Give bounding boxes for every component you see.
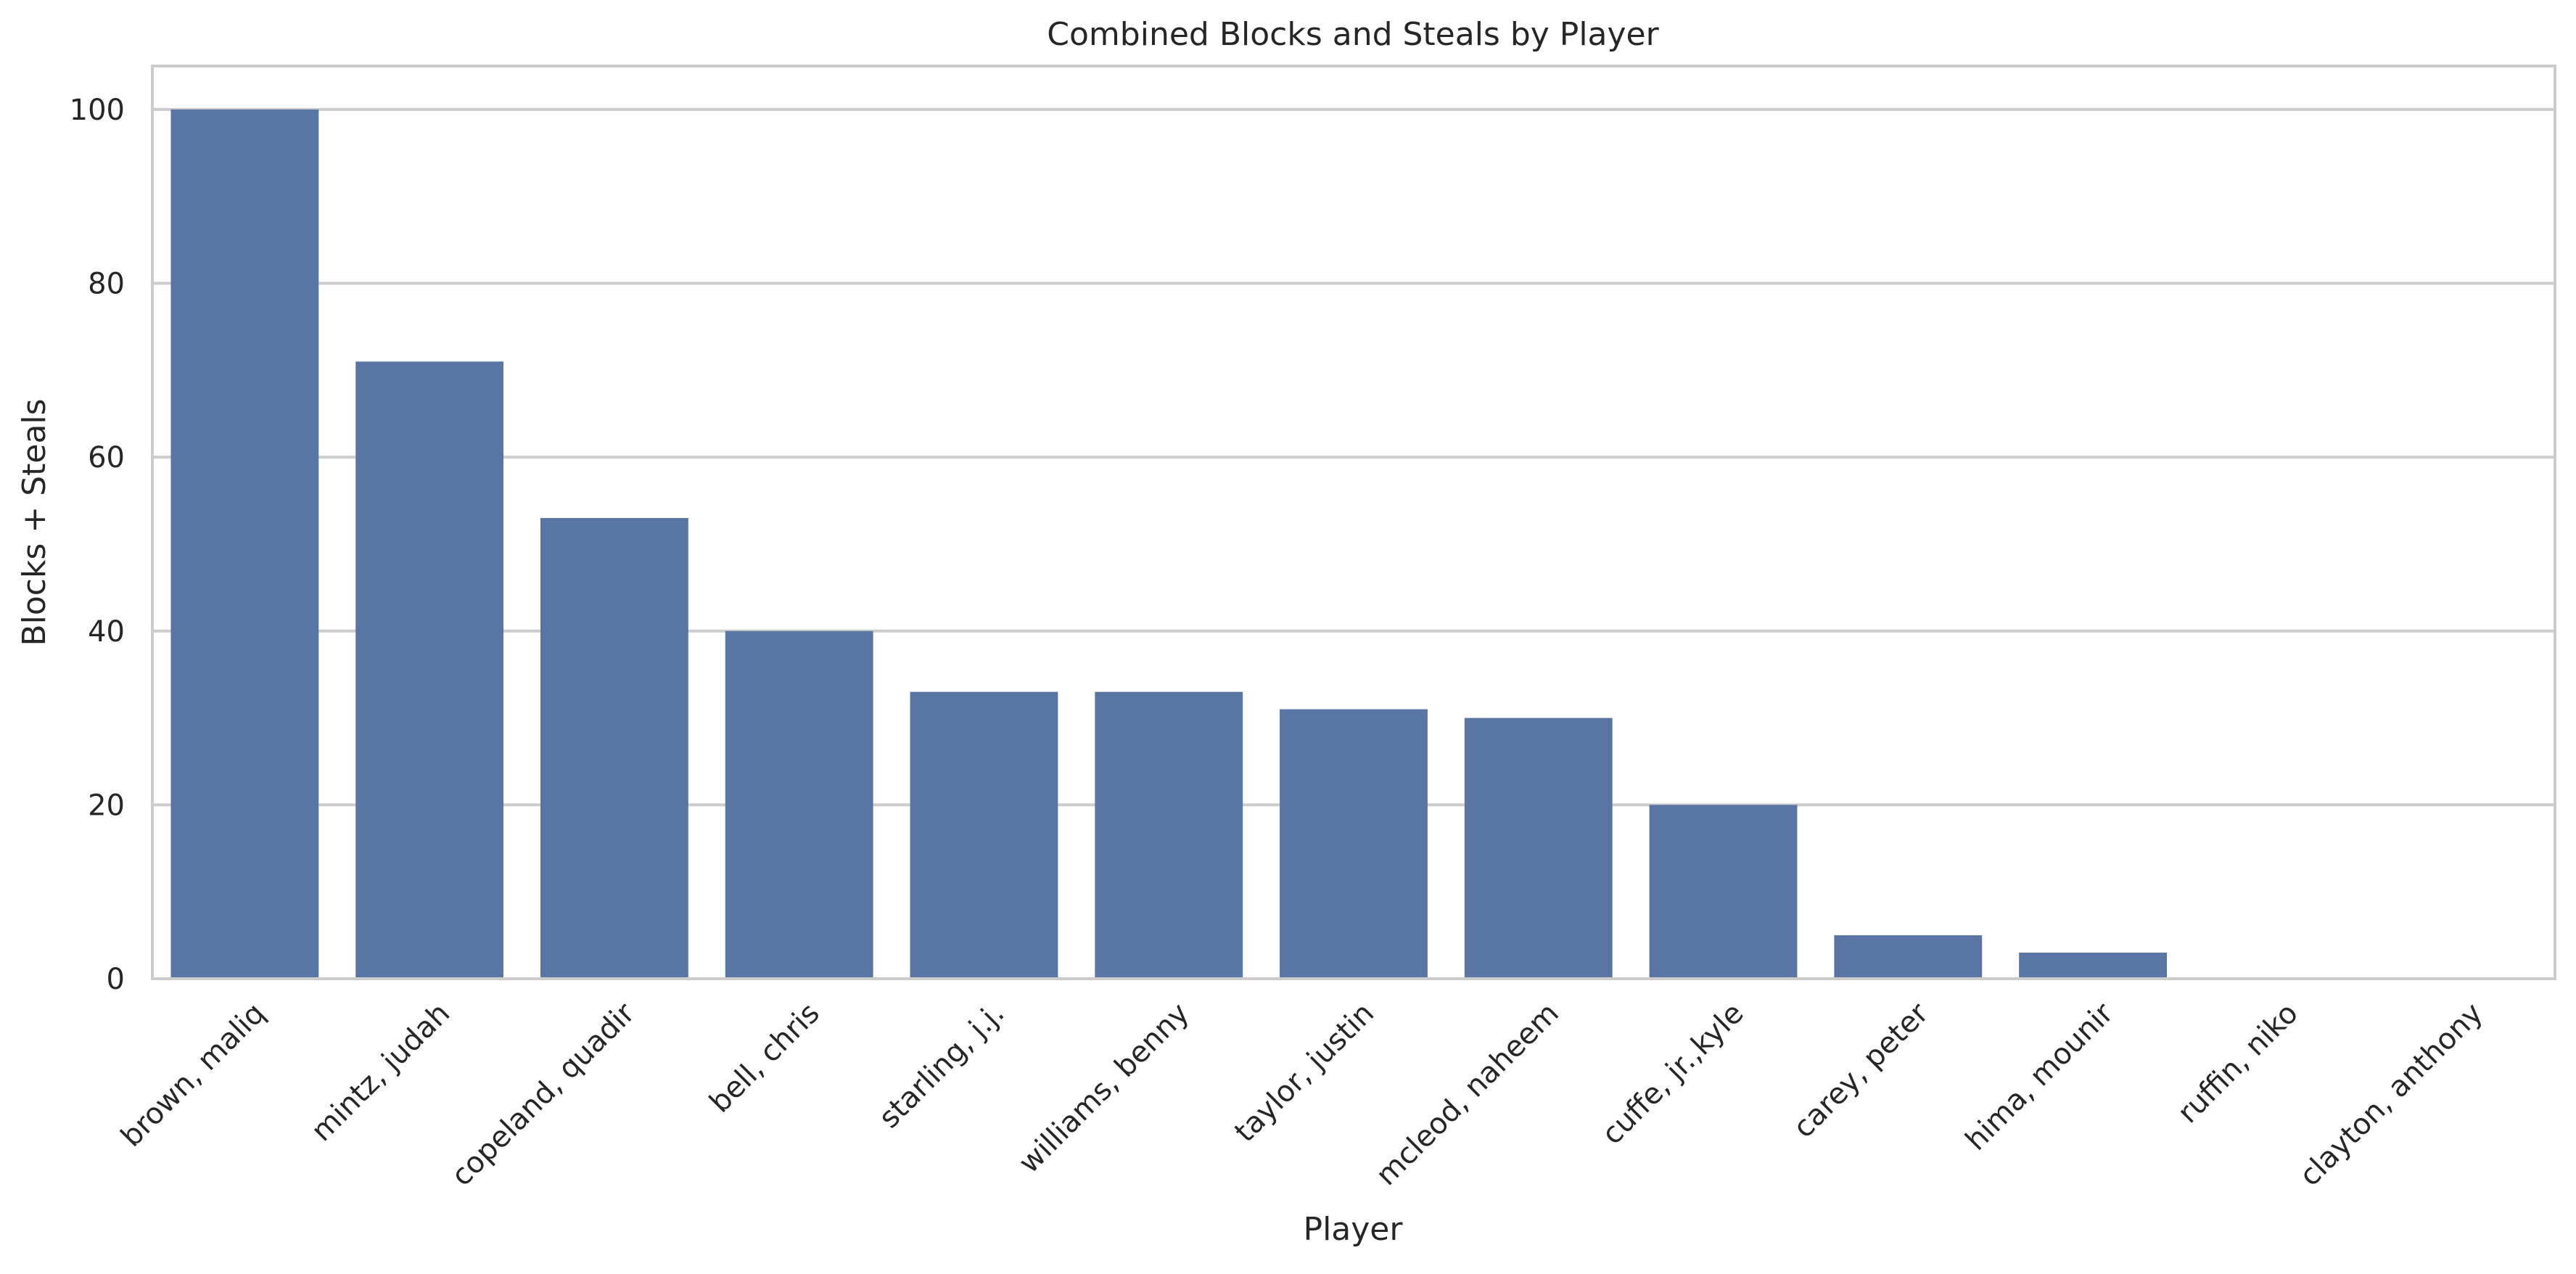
y-tick-label: 0	[107, 963, 125, 996]
y-axis-label: Blocks + Steals	[16, 398, 53, 646]
chart-title: Combined Blocks and Steals by Player	[1047, 16, 1659, 53]
y-tick-label: 100	[70, 94, 125, 127]
x-tick-label: brown, maliq	[115, 997, 271, 1154]
x-tick-label: taylor, justin	[1228, 997, 1380, 1149]
x-tick-label: mcleod, naheem	[1370, 997, 1565, 1193]
y-tick-label: 40	[88, 615, 125, 649]
x-tick-label: carey, peter	[1787, 996, 1935, 1144]
x-axis-label: Player	[1304, 1211, 1404, 1248]
x-tick-label: mintz, judah	[305, 997, 456, 1148]
bar	[540, 518, 688, 979]
bar	[1649, 805, 1798, 979]
bar	[1464, 718, 1613, 979]
plot-frame	[151, 65, 2556, 980]
bar	[1095, 691, 1243, 979]
x-tick-label: ruffin, niko	[2171, 997, 2305, 1130]
y-tick-label: 80	[88, 268, 125, 301]
x-tick-label: copeland, quadir	[445, 996, 642, 1193]
bar	[2019, 953, 2167, 979]
x-tick-label: cuffe, jr.,kyle	[1595, 997, 1750, 1151]
y-tick-label: 60	[88, 441, 125, 474]
bar	[1280, 709, 1428, 979]
x-tick-label: clayton, anthony	[2293, 997, 2490, 1193]
bars	[170, 109, 2167, 979]
x-tick-label: starling, j.j.	[873, 997, 1011, 1135]
x-tick-label: williams, benny	[1013, 997, 1196, 1180]
bar	[910, 691, 1058, 979]
bar	[170, 109, 319, 979]
y-tick-labels: 0 20 40 60 80 100	[70, 94, 125, 996]
bar	[1834, 935, 1983, 979]
x-tick-label: hima, mounir	[1959, 996, 2120, 1157]
x-tick-label: bell, chris	[703, 997, 826, 1119]
bar	[725, 630, 873, 979]
y-tick-label: 20	[88, 789, 125, 822]
bar	[355, 361, 504, 979]
